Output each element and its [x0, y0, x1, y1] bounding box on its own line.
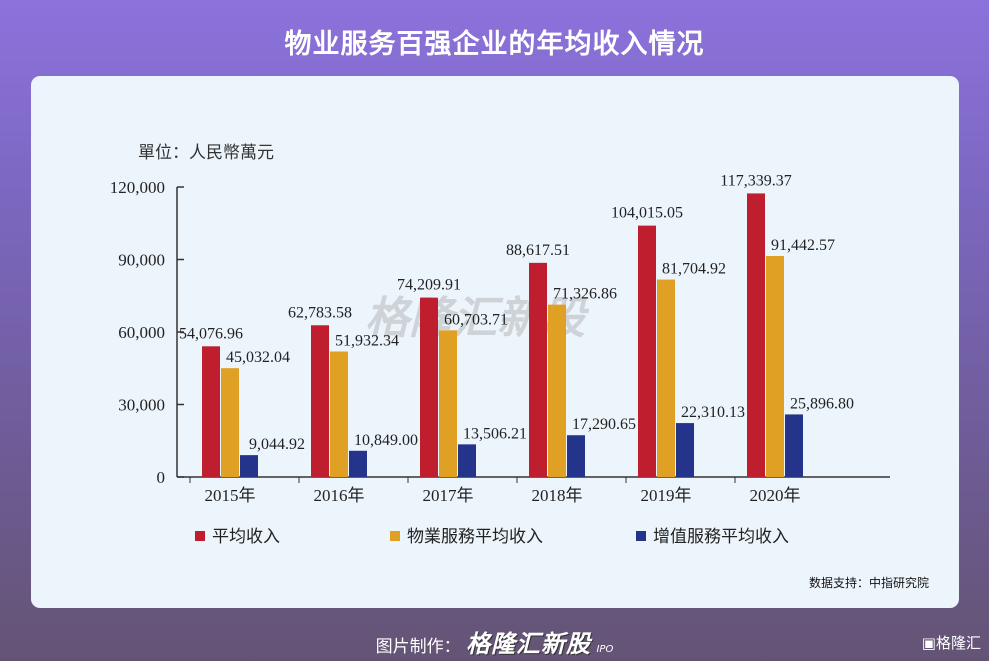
y-tick-label: 120,000 [110, 178, 165, 197]
y-tick-label: 90,000 [118, 251, 165, 270]
legend-swatch [390, 531, 400, 541]
data-label: 104,015.05 [611, 205, 683, 222]
bar [766, 256, 784, 477]
y-tick-label: 0 [157, 468, 166, 487]
data-label: 45,032.04 [226, 349, 290, 366]
y-tick-label: 30,000 [118, 396, 165, 415]
data-label: 54,076.96 [179, 325, 243, 342]
data-label: 22,310.13 [681, 404, 745, 421]
data-label: 9,044.92 [249, 436, 305, 453]
logo-g-icon: ▣ [921, 634, 936, 652]
data-label: 60,703.71 [444, 311, 508, 328]
corner-logo-text: 格隆汇 [935, 634, 981, 652]
legend-label: 平均收入 [212, 527, 280, 546]
bar [420, 297, 438, 477]
bar [657, 279, 675, 477]
x-tick-label: 2018年 [532, 486, 583, 505]
data-label: 62,783.58 [288, 304, 352, 321]
bar [221, 368, 239, 477]
data-label: 81,704.92 [662, 261, 726, 278]
data-label: 71,326.86 [553, 286, 617, 303]
chart-card [31, 76, 959, 608]
data-label: 25,896.80 [790, 395, 854, 412]
unit-label: 單位：人民幣萬元 [138, 143, 274, 163]
bar [240, 455, 258, 477]
x-tick-label: 2015年 [205, 486, 256, 505]
data-label: 10,849.00 [354, 432, 418, 449]
y-tick-label: 60,000 [118, 323, 165, 342]
source-note: 数据支持：中指研究院 [808, 576, 929, 590]
legend-label: 增值服務平均收入 [653, 527, 789, 546]
legend-label: 物業服務平均收入 [407, 527, 543, 546]
bar [548, 304, 566, 477]
bar [458, 444, 476, 477]
bar [349, 450, 367, 477]
legend-swatch [636, 531, 646, 541]
bar [785, 414, 803, 477]
x-tick-label: 2020年 [750, 486, 801, 505]
data-label: 74,209.91 [397, 277, 461, 294]
x-tick-label: 2017年 [423, 486, 474, 505]
footer-brand-logo: 格隆汇新股 [466, 630, 592, 658]
bar [330, 351, 348, 477]
x-tick-label: 2019年 [641, 486, 692, 505]
bar [529, 262, 547, 477]
x-tick-label: 2016年 [314, 486, 365, 505]
data-label: 13,506.21 [463, 425, 527, 442]
data-label: 51,932.34 [335, 332, 399, 349]
data-label: 91,442.57 [771, 237, 835, 254]
footer-prefix: 图片制作： [375, 637, 461, 657]
bar [202, 346, 220, 477]
bar [439, 330, 457, 477]
bar [638, 225, 656, 477]
legend-swatch [195, 531, 205, 541]
bar [676, 423, 694, 477]
page-title: 物业服务百强企业的年均收入情况 [284, 29, 705, 60]
corner-logo: ▣格隆汇 [922, 632, 981, 653]
data-label: 117,339.37 [720, 172, 791, 189]
data-label: 17,290.65 [572, 416, 636, 433]
bar [311, 325, 329, 477]
bar [567, 435, 585, 477]
footer: 图片制作： 格隆汇新股 IPO [0, 624, 989, 659]
data-label: 88,617.51 [506, 242, 570, 259]
footer-ipo: IPO [596, 644, 614, 655]
bar [747, 193, 765, 477]
